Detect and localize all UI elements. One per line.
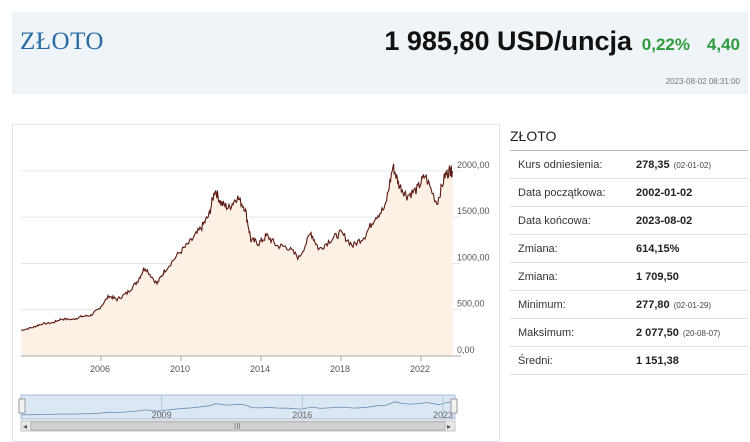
navigator-line: [20, 401, 455, 416]
stats-panel: ZŁOTO Kurs odniesienia: 278,35 (02-01-02) D…: [510, 124, 748, 375]
stats-row: Zmiana: 1 709,50: [510, 263, 748, 291]
stats-value: 1 151,38: [636, 355, 679, 367]
stats-label: Średni:: [518, 355, 553, 367]
stats-table: Kurs odniesienia: 278,35 (02-01-02) Data po…: [510, 151, 748, 375]
stats-value: 277,80 (02-01-29): [636, 299, 711, 311]
stats-label: Maksimum:: [518, 327, 575, 339]
stats-value-text: 2002-01-02: [636, 187, 693, 199]
x-tick-label: 2010: [170, 364, 190, 374]
price-chart[interactable]: 0,00 500,00 1000,00 1500,00 2000,00 2006 2010 2…: [13, 125, 499, 441]
y-tick-label: 500,00: [457, 299, 485, 309]
stats-value-text: 1 151,38: [636, 355, 679, 367]
stats-value-text: 278,35: [636, 159, 670, 171]
stats-value-text: 2 077,50: [636, 327, 679, 339]
stats-value-date: (02-01-29): [673, 301, 712, 310]
x-tick-label: 2018: [330, 364, 350, 374]
stats-title: ZŁOTO: [510, 124, 748, 151]
stats-row: Kurs odniesienia: 278,35 (02-01-02): [510, 151, 748, 179]
navigator-handle[interactable]: [450, 398, 458, 414]
navigator-range: [20, 394, 456, 420]
stats-row: Data początkowa: 2002-01-02: [510, 179, 748, 207]
stats-value: 2002-01-02: [636, 187, 692, 199]
navigator-label: 2016: [292, 410, 312, 420]
stats-value-text: 277,80: [636, 299, 670, 311]
navigator-label: 2023: [433, 410, 453, 420]
stats-label: Data początkowa:: [518, 187, 606, 199]
y-tick-label: 1000,00: [457, 252, 490, 262]
scroll-left-icon[interactable]: ◂: [23, 422, 27, 431]
stats-value: 614,15%: [636, 243, 679, 255]
scroll-right-icon[interactable]: ▸: [447, 422, 451, 431]
stats-value: 2023-08-02: [636, 215, 692, 227]
x-tick-label: 2014: [250, 364, 270, 374]
price-chart-panel: 0,00 500,00 1000,00 1500,00 2000,00 2006 2010 2…: [12, 124, 500, 442]
stats-value: 2 077,50 (20-08-07): [636, 327, 720, 339]
stats-value-date: (02-01-02): [673, 161, 712, 170]
quote-header: ZŁOTO 1 985,80 USD/uncja 0,22% 4,40 2023…: [12, 12, 748, 94]
stats-row: Zmiana: 614,15%: [510, 235, 748, 263]
stats-label: Kurs odniesienia:: [518, 159, 603, 171]
stats-value: 278,35 (02-01-02): [636, 159, 711, 171]
grip-lines-icon: III: [234, 422, 241, 431]
x-tick-label: 2006: [90, 364, 110, 374]
navigator-label: 2009: [152, 410, 172, 420]
change-absolute: 4,40: [706, 35, 740, 54]
y-tick-label: 2000,00: [457, 160, 490, 170]
quote-timestamp: 2023-08-02 08:31:00: [665, 77, 740, 86]
stats-row: Średni: 1 151,38: [510, 347, 748, 375]
series-line: [20, 163, 454, 331]
stats-label: Zmiana:: [518, 271, 558, 283]
stats-value-date: (20-08-07): [682, 329, 721, 338]
x-tick-label: 2022: [410, 364, 430, 374]
stats-label: Zmiana:: [518, 243, 558, 255]
stats-label: Minimum:: [518, 299, 566, 311]
stats-label: Data końcowa:: [518, 215, 591, 227]
stats-value: 1 709,50: [636, 271, 679, 283]
y-tick-label: 1500,00: [457, 206, 490, 216]
y-tick-label: 0,00: [457, 345, 475, 355]
current-price: 1 985,80 USD/uncja: [384, 26, 632, 56]
scrollbar-thumb[interactable]: [30, 421, 446, 431]
change-percent: 0,22%: [641, 35, 690, 54]
navigator-handle[interactable]: [18, 398, 26, 414]
series-area: [21, 164, 453, 356]
instrument-title: ZŁOTO: [20, 28, 104, 55]
stats-row: Maksimum: 2 077,50 (20-08-07): [510, 319, 748, 347]
stats-row: Minimum: 277,80 (02-01-29): [510, 291, 748, 319]
stats-value-text: 614,15%: [636, 243, 680, 255]
stats-value-text: 2023-08-02: [636, 215, 693, 227]
stats-row: Data końcowa: 2023-08-02: [510, 207, 748, 235]
stats-value-text: 1 709,50: [636, 271, 679, 283]
